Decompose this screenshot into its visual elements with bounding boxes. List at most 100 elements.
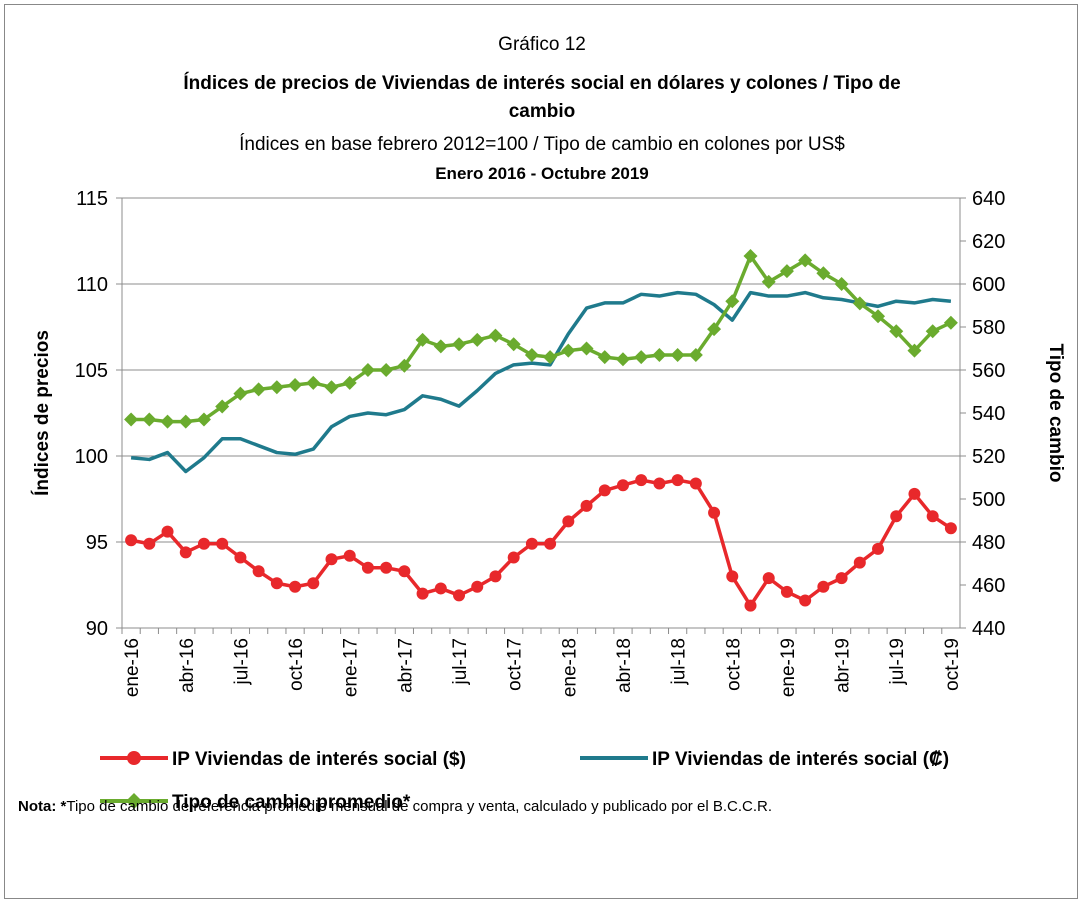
data-point xyxy=(269,380,284,395)
data-point xyxy=(634,350,649,365)
data-point xyxy=(579,341,594,356)
data-point xyxy=(799,594,812,607)
note-text: Tipo de cambio de referencia promedio me… xyxy=(66,798,772,815)
data-point xyxy=(215,399,230,414)
data-point xyxy=(726,570,739,583)
data-point xyxy=(852,296,867,311)
y-tick-label: 105 xyxy=(75,360,108,382)
x-tick-label: jul-16 xyxy=(231,638,252,685)
data-point xyxy=(397,358,412,373)
data-point xyxy=(762,572,775,585)
data-point xyxy=(853,556,866,569)
data-point xyxy=(872,542,885,555)
data-point xyxy=(779,264,794,279)
data-point xyxy=(871,309,886,324)
data-point xyxy=(325,553,338,566)
data-point xyxy=(597,350,612,365)
x-tick-label: jul-17 xyxy=(450,638,471,685)
data-point xyxy=(615,352,630,367)
data-point xyxy=(361,561,374,574)
data-point xyxy=(342,375,357,390)
data-point xyxy=(234,551,247,564)
x-tick-label: oct-17 xyxy=(505,638,526,691)
data-point xyxy=(743,249,758,264)
data-point xyxy=(216,537,229,550)
data-point xyxy=(343,549,356,562)
data-point xyxy=(415,332,430,347)
data-point xyxy=(324,380,339,395)
data-point xyxy=(943,315,958,330)
data-point xyxy=(379,363,394,377)
data-point xyxy=(689,477,702,490)
y2-axis-title: Tipo de cambio xyxy=(1045,343,1066,482)
data-point xyxy=(143,537,156,550)
y2-tick-label: 540 xyxy=(972,403,1005,425)
data-point xyxy=(725,294,740,309)
data-point xyxy=(798,253,813,268)
data-point xyxy=(179,546,192,559)
data-point xyxy=(889,324,904,339)
data-point xyxy=(488,328,503,343)
note-label: Nota: * xyxy=(18,798,67,815)
legend-label: IP Viviendas de interés social (₡) xyxy=(652,749,949,770)
x-tick-label: jul-19 xyxy=(887,638,908,685)
x-tick-label: ene-18 xyxy=(559,638,580,697)
data-point xyxy=(707,322,722,337)
data-point xyxy=(233,386,248,401)
data-point xyxy=(670,347,685,362)
x-tick-label: ene-17 xyxy=(341,638,362,697)
x-tick-label: ene-16 xyxy=(122,638,143,697)
data-point xyxy=(908,487,921,500)
data-point xyxy=(380,561,393,574)
x-tick-label: abr-18 xyxy=(614,638,635,693)
data-point xyxy=(907,343,922,358)
x-tick-label: oct-18 xyxy=(723,638,744,691)
legend-marker xyxy=(127,751,141,765)
data-point xyxy=(161,525,174,538)
data-point xyxy=(288,378,303,393)
y-tick-label: 95 xyxy=(86,532,108,554)
data-point xyxy=(251,382,266,397)
series-line xyxy=(130,478,952,608)
legend-label: Tipo de cambio promedio* xyxy=(172,792,411,813)
series-line xyxy=(131,254,952,424)
y-tick-label: 100 xyxy=(75,446,108,468)
period: Enero 2016 - Octubre 2019 xyxy=(435,164,649,183)
data-point xyxy=(543,350,558,365)
y2-tick-label: 500 xyxy=(972,489,1005,511)
y2-tick-label: 460 xyxy=(972,575,1005,597)
y-axis-title: Índices de precios xyxy=(31,330,53,496)
data-point xyxy=(270,577,283,590)
data-point xyxy=(416,587,429,600)
data-point xyxy=(524,347,539,362)
data-point xyxy=(653,477,666,490)
x-tick-label: oct-19 xyxy=(942,638,963,691)
data-point xyxy=(124,412,139,427)
y2-tick-label: 560 xyxy=(972,360,1005,382)
data-point xyxy=(196,412,211,427)
data-point xyxy=(252,565,265,578)
y-tick-label: 115 xyxy=(76,188,108,210)
data-point xyxy=(142,412,157,427)
data-point xyxy=(598,484,611,497)
series-line xyxy=(130,290,952,474)
data-point xyxy=(817,580,830,593)
data-point xyxy=(289,580,302,593)
x-tick-label: abr-17 xyxy=(395,638,416,693)
data-point xyxy=(761,274,776,289)
data-point xyxy=(926,510,939,523)
x-tick-label: abr-16 xyxy=(177,638,198,693)
data-point xyxy=(925,324,940,339)
data-point xyxy=(744,599,757,612)
data-point xyxy=(125,534,138,547)
data-point xyxy=(306,375,321,390)
note: Nota: *Tipo de cambio de referencia prom… xyxy=(18,794,1058,819)
data-point xyxy=(160,414,175,429)
data-point xyxy=(434,582,447,595)
data-point xyxy=(652,347,667,362)
y-tick-label: 90 xyxy=(86,618,108,640)
data-point xyxy=(834,277,849,291)
y2-tick-label: 620 xyxy=(972,231,1005,253)
data-point xyxy=(944,522,957,535)
data-point xyxy=(489,570,502,583)
